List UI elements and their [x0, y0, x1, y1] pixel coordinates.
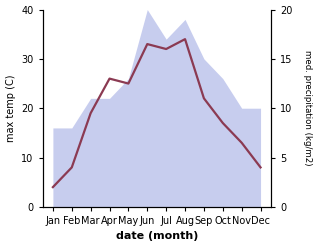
Y-axis label: max temp (C): max temp (C)	[5, 74, 16, 142]
Y-axis label: med. precipitation (kg/m2): med. precipitation (kg/m2)	[303, 50, 313, 166]
X-axis label: date (month): date (month)	[115, 231, 198, 242]
